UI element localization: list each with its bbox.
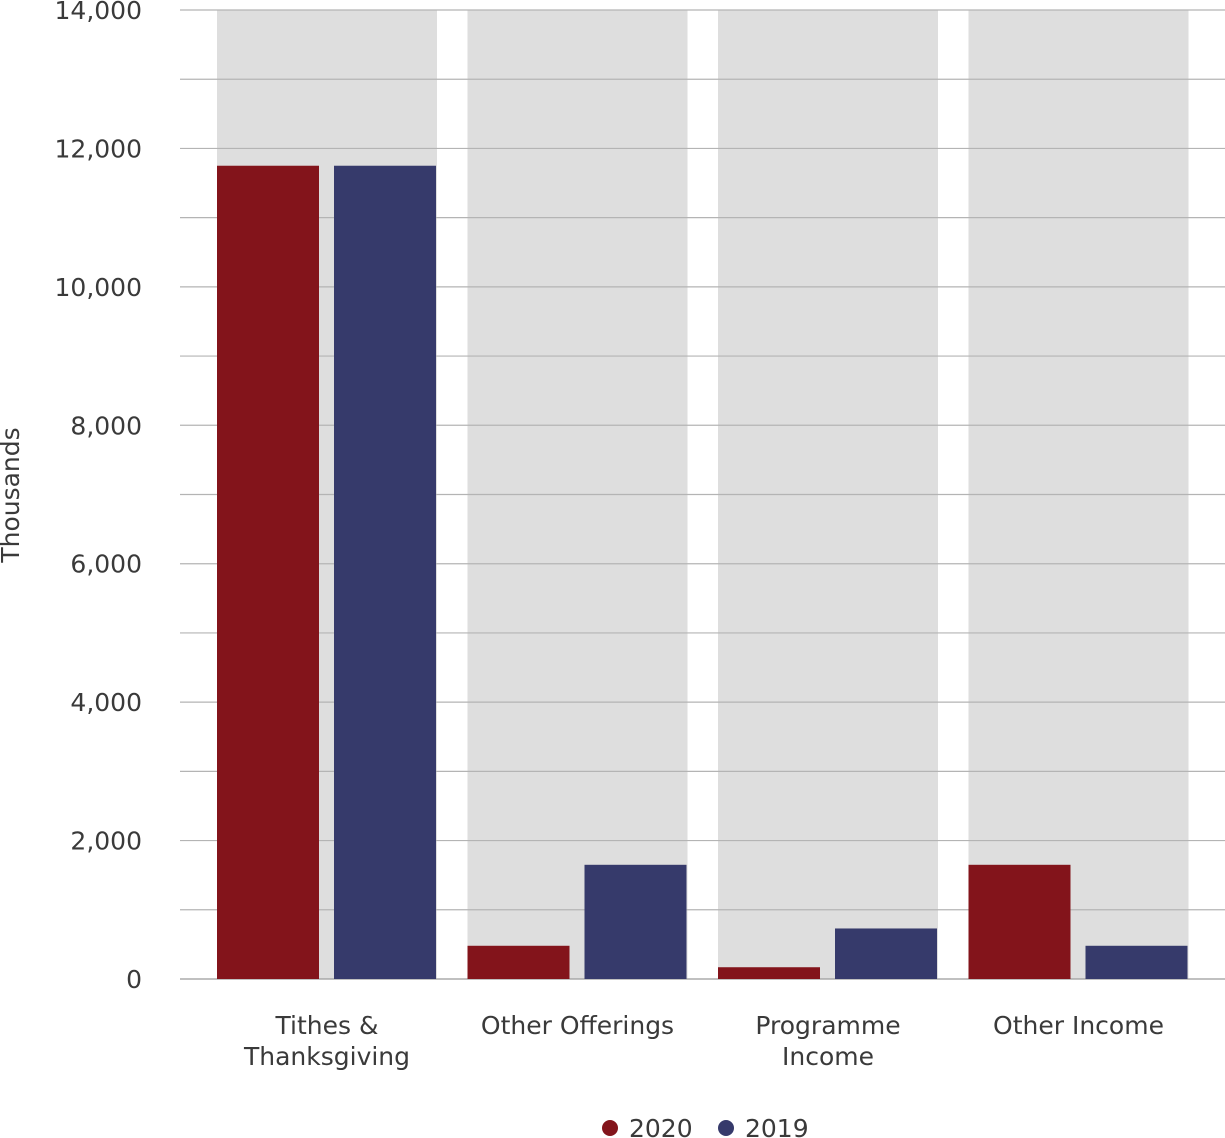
- legend: 2020 2019: [602, 1114, 809, 1138]
- y-tick-label: 2,000: [70, 827, 142, 856]
- bar-2020-1: [467, 945, 570, 979]
- y-tick-labels: 0 2,000 4,000 6,000 8,000 10,000 12,000 14,000: [55, 0, 142, 994]
- bar-2019-2: [835, 928, 937, 979]
- y-tick-label: 4,000: [70, 688, 142, 717]
- bars: [217, 165, 1188, 979]
- y-tick-label: 10,000: [55, 273, 142, 302]
- bar-2020-3: [968, 864, 1071, 979]
- bar-2019-1: [584, 864, 687, 979]
- legend-swatch-2020: [602, 1120, 618, 1136]
- bar-2020-0: [217, 165, 319, 979]
- legend-swatch-2019: [718, 1120, 734, 1136]
- x-category-label: Programme Income: [755, 1011, 900, 1071]
- y-tick-label: 14,000: [55, 0, 142, 25]
- x-category-label: Other Offerings: [481, 1011, 674, 1040]
- y-tick-label: 6,000: [70, 550, 142, 579]
- bar-2020-2: [718, 967, 820, 979]
- legend-label-2019: 2019: [745, 1114, 809, 1138]
- y-axis-title: Thousands: [0, 427, 25, 563]
- y-tick-label: 12,000: [55, 134, 142, 163]
- legend-label-2020: 2020: [629, 1114, 693, 1138]
- x-category-labels: Tithes & Thanksgiving Other Offerings Progr…: [243, 1011, 1164, 1071]
- y-tick-label: 8,000: [70, 411, 142, 440]
- x-category-label: Other Income: [993, 1011, 1164, 1040]
- y-tick-label: 0: [126, 965, 142, 994]
- bar-2019-0: [334, 165, 436, 979]
- x-category-label: Tithes & Thanksgiving: [243, 1011, 410, 1071]
- bar-2019-3: [1085, 945, 1188, 979]
